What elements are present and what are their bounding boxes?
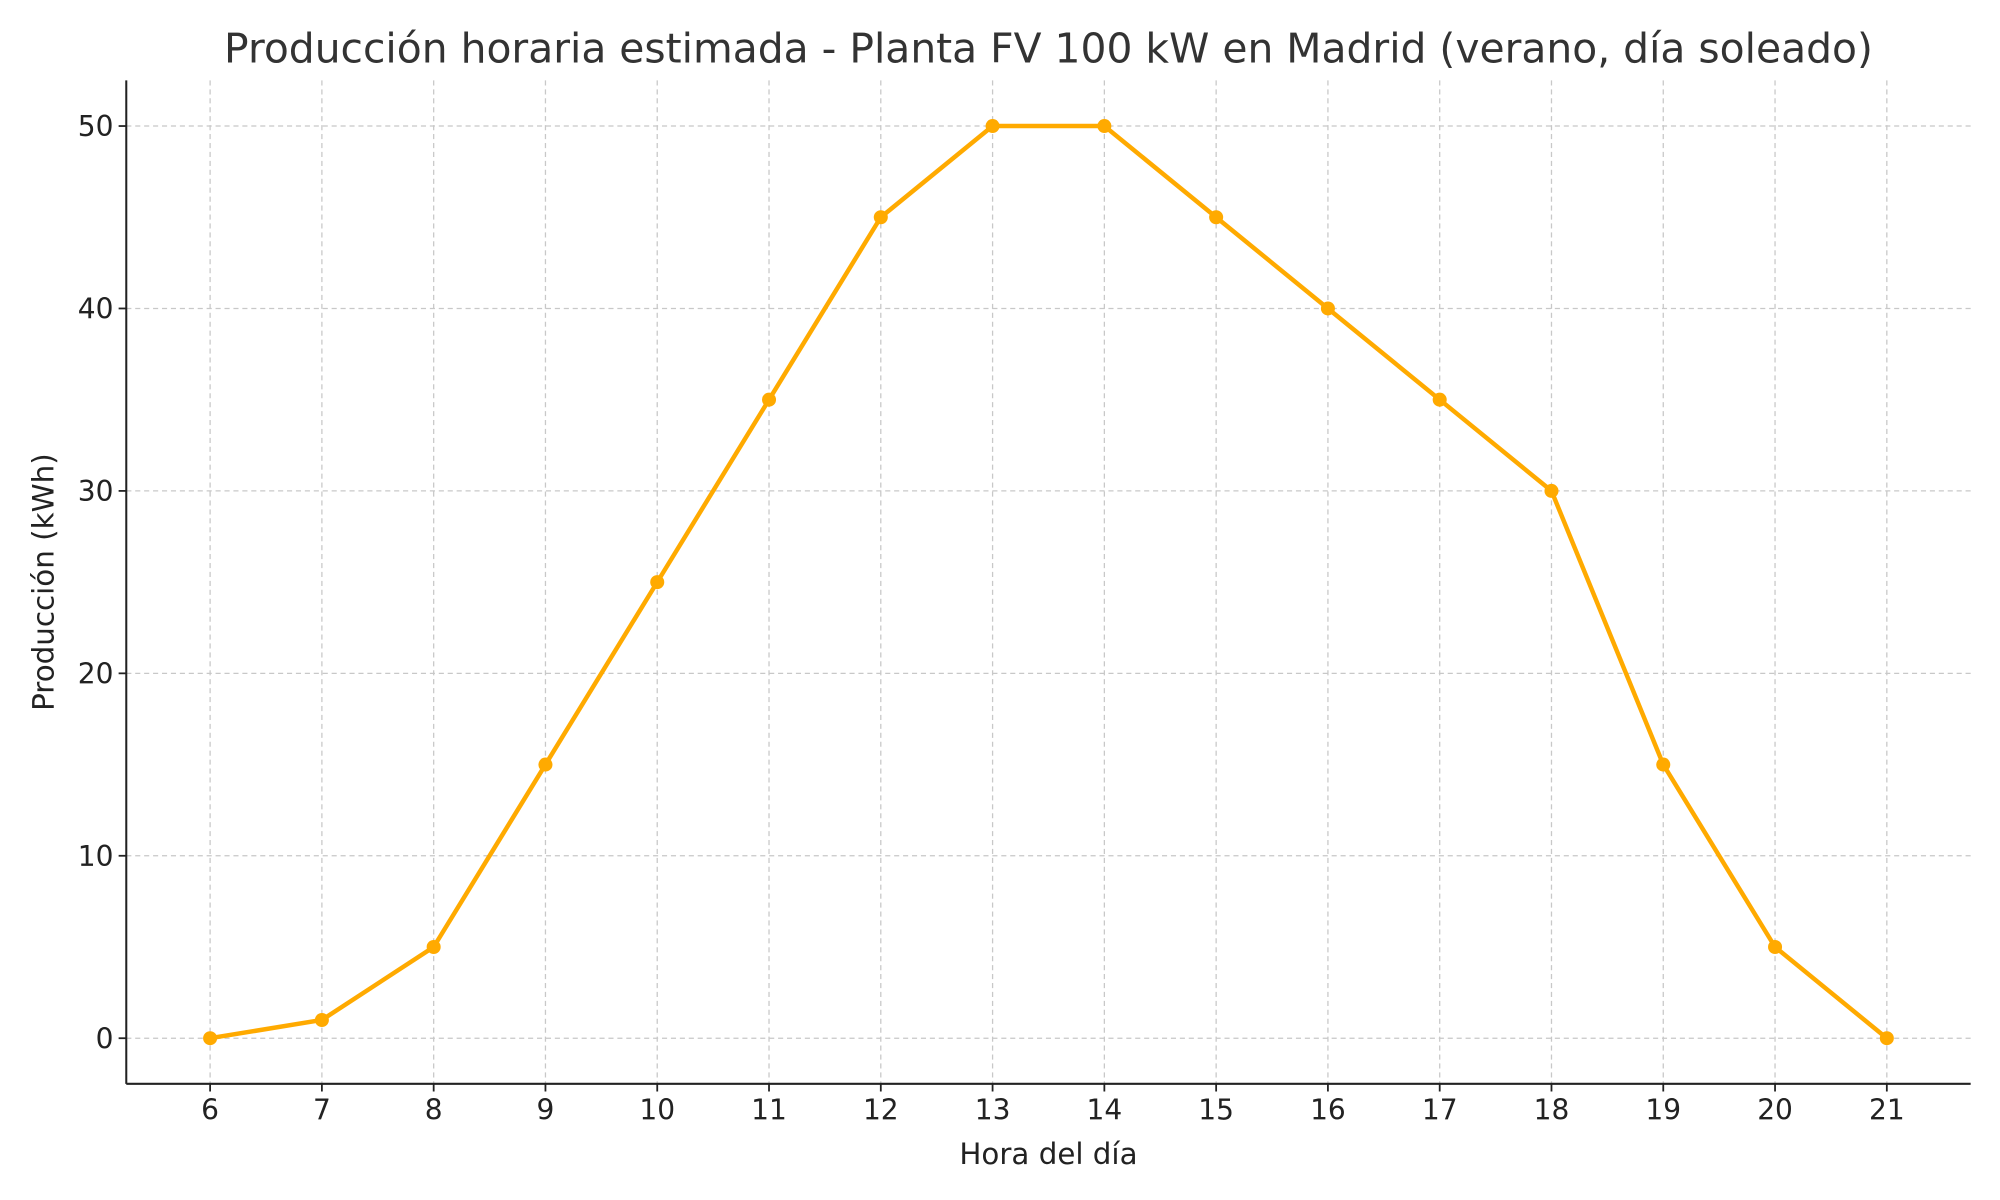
y-tick-label: 0 <box>96 1022 114 1055</box>
data-point <box>314 1012 329 1027</box>
data-point <box>1768 939 1783 955</box>
data-point <box>203 1031 218 1046</box>
grid <box>126 80 1971 1084</box>
data-point <box>1097 119 1112 134</box>
x-tick-label: 11 <box>751 1094 787 1127</box>
y-tick-label: 50 <box>78 110 114 143</box>
data-point <box>1656 757 1671 772</box>
data-point <box>426 939 441 955</box>
x-tick-label: 21 <box>1869 1094 1905 1127</box>
chart-title: Producción horaria estimada - Planta FV … <box>224 25 1873 73</box>
series <box>203 119 1894 1046</box>
x-tick-label: 8 <box>425 1094 443 1127</box>
y-axis-label: Producción (kWh) <box>27 453 61 711</box>
series-line <box>209 123 1889 1041</box>
y-tick-label: 30 <box>78 475 114 508</box>
x-tick-label: 7 <box>313 1094 331 1127</box>
data-point <box>1209 210 1224 225</box>
x-tick-label: 17 <box>1422 1094 1458 1127</box>
x-tick-label: 9 <box>537 1094 555 1127</box>
data-point <box>985 119 1000 134</box>
x-tick-label: 14 <box>1087 1094 1123 1127</box>
data-point <box>650 575 665 590</box>
data-point <box>1320 301 1335 316</box>
y-tick-label: 20 <box>78 658 114 691</box>
x-tick-label: 16 <box>1310 1094 1346 1127</box>
x-axis-label: Hora del día <box>959 1137 1137 1171</box>
x-tick-label: 15 <box>1198 1094 1234 1127</box>
data-point <box>1879 1031 1894 1046</box>
x-tick-label: 18 <box>1534 1094 1570 1127</box>
x-tick-label: 13 <box>975 1094 1011 1127</box>
y-tick-label: 40 <box>78 293 114 326</box>
data-point <box>1432 392 1447 407</box>
x-tick-label: 10 <box>639 1094 675 1127</box>
x-tick-label: 19 <box>1645 1094 1681 1127</box>
data-point <box>762 392 777 407</box>
data-point <box>873 210 888 225</box>
x-tick-label: 12 <box>863 1094 899 1127</box>
y-tick-label: 10 <box>78 840 114 873</box>
ticks: 6 7 8 9 10 11 12 13 14 15 16 17 18 19 20 21 0 10 20 30 40 50 <box>78 110 1905 1126</box>
data-point <box>538 757 553 772</box>
data-point <box>1544 483 1559 498</box>
x-tick-label: 20 <box>1757 1094 1793 1127</box>
x-tick-label: 6 <box>201 1094 219 1127</box>
